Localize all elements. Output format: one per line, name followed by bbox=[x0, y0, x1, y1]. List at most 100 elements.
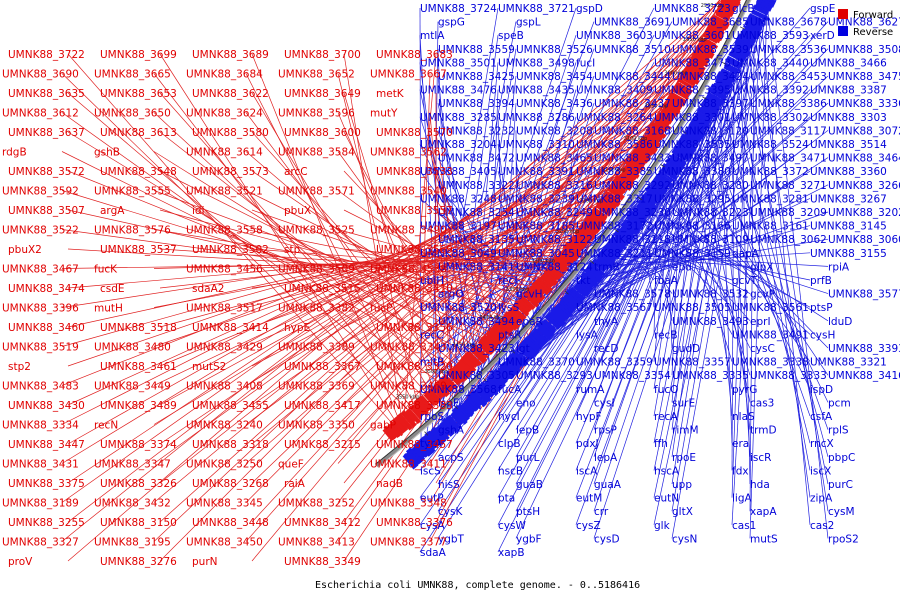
reverse-gene-label: guaA bbox=[594, 479, 622, 491]
reverse-gene-label: cysH bbox=[810, 329, 835, 341]
reverse-feature bbox=[441, 420, 455, 435]
forward-gene-label: UMNK88_3389 bbox=[278, 342, 355, 354]
forward-feature bbox=[710, 16, 729, 28]
tick-mark bbox=[564, 290, 569, 295]
reverse-gene-label: UMNK88_3568 bbox=[420, 384, 497, 396]
forward-feature bbox=[496, 320, 513, 337]
legend-forward-label: Forward bbox=[853, 10, 893, 21]
forward-gene-label: UMNK88_3557 bbox=[376, 205, 453, 217]
forward-gene-label: UMNK88_3189 bbox=[2, 498, 79, 510]
reverse-gene-label: ffh bbox=[654, 438, 668, 450]
reverse-feature bbox=[773, 0, 777, 2]
reverse-gene-label: glcB bbox=[732, 3, 755, 15]
forward-feature bbox=[423, 390, 438, 405]
reverse-feature bbox=[503, 361, 517, 376]
forward-feature bbox=[677, 77, 695, 89]
reverse-gene-label: mutS bbox=[750, 533, 778, 545]
reverse-gene-label: eutN bbox=[654, 493, 679, 505]
label-connector bbox=[343, 168, 624, 367]
reverse-gene-label: fbaA bbox=[654, 275, 679, 287]
reverse-gene-label: pyrG bbox=[732, 384, 757, 396]
reverse-gene-label: UMNK88_3209 bbox=[750, 207, 827, 219]
legend: Forward Reverse bbox=[838, 9, 893, 38]
forward-feature bbox=[733, 0, 741, 3]
reverse-gene-label: UMNK88_3049 bbox=[420, 248, 497, 260]
reverse-gene-label: hscA bbox=[654, 465, 680, 477]
reverse-gene-label: gcvH bbox=[516, 289, 543, 301]
reverse-feature bbox=[543, 318, 557, 332]
reverse-gene-label: prfB bbox=[810, 275, 832, 287]
reverse-gene-label: rpoS2 bbox=[828, 533, 859, 545]
label-connector bbox=[518, 130, 595, 368]
forward-feature bbox=[592, 206, 608, 219]
reverse-gene-label: UMNK88_3280 bbox=[672, 180, 749, 192]
tick-label: 2950 kbp bbox=[683, 37, 707, 43]
forward-gene-label: UMNK88_3652 bbox=[278, 69, 355, 81]
forward-feature bbox=[431, 386, 443, 399]
forward-gene-label: UMNK88_3448 bbox=[192, 517, 269, 529]
reverse-gene-label: eno bbox=[516, 397, 536, 409]
forward-feature bbox=[562, 248, 578, 262]
reverse-gene-label: pdxJ bbox=[576, 438, 599, 450]
forward-gene-label: stp2 bbox=[8, 361, 31, 373]
reverse-feature bbox=[718, 71, 736, 83]
reverse-gene-label: UMNK88_3424 bbox=[672, 71, 749, 83]
label-connector bbox=[671, 116, 713, 430]
reverse-gene-label: trmB bbox=[594, 261, 620, 273]
reverse-gene-label: UMNK88_3493 bbox=[672, 316, 749, 328]
forward-gene-label: UMNK88_3614 bbox=[186, 147, 263, 159]
forward-gene-label: UMNK88_3572 bbox=[8, 166, 85, 178]
forward-feature bbox=[473, 345, 488, 360]
reverse-gene-label: UMNK88_3539 bbox=[672, 44, 749, 56]
reverse-gene-label: ygbF bbox=[516, 533, 542, 545]
forward-feature bbox=[406, 409, 420, 425]
label-connector bbox=[61, 112, 439, 382]
label-connector bbox=[497, 143, 528, 359]
forward-feature bbox=[669, 91, 687, 103]
reverse-feature bbox=[632, 208, 647, 221]
label-connector bbox=[593, 68, 740, 485]
forward-gene-label: UMNK88_3347 bbox=[94, 459, 171, 471]
label-connector bbox=[251, 53, 399, 418]
forward-feature bbox=[494, 322, 508, 336]
forward-feature bbox=[429, 388, 442, 401]
forward-gene-label: UMNK88_3600 bbox=[284, 127, 361, 139]
label-connector bbox=[159, 33, 706, 523]
reverse-gene-label: UMNK88_3559 bbox=[438, 44, 515, 56]
tick-label: 3050 kbp bbox=[645, 104, 669, 110]
reverse-feature bbox=[486, 377, 499, 391]
reverse-feature bbox=[695, 111, 713, 123]
label-connector bbox=[153, 190, 501, 321]
reverse-feature bbox=[724, 61, 742, 73]
reverse-gene-label: UMNK88_3208 bbox=[516, 125, 593, 137]
reverse-gene-label: hisS bbox=[438, 479, 460, 491]
forward-feature bbox=[523, 291, 538, 305]
label-connector bbox=[67, 178, 617, 367]
reverse-feature bbox=[703, 99, 718, 110]
reverse-gene-label: mltB bbox=[420, 357, 444, 369]
reverse-gene-label: UMNK88_3397 bbox=[672, 98, 749, 110]
tick-mark bbox=[739, 26, 745, 30]
reverse-gene-label: UMNK88_3586 bbox=[576, 139, 653, 151]
forward-feature bbox=[408, 405, 423, 420]
label-connector bbox=[159, 209, 515, 306]
tick-label: 3400 kbp bbox=[480, 315, 504, 321]
label-connector bbox=[682, 162, 751, 376]
backbone-arc bbox=[375, 0, 748, 465]
forward-gene-label: UMNK88_3699 bbox=[100, 49, 177, 61]
label-connector bbox=[575, 105, 719, 444]
label-connector bbox=[343, 92, 433, 388]
label-connector bbox=[761, 23, 811, 525]
reverse-gene-label: recB bbox=[654, 329, 678, 341]
reverse-gene-label: upp bbox=[672, 479, 692, 491]
forward-feature bbox=[526, 286, 544, 303]
forward-feature bbox=[628, 156, 645, 169]
reverse-feature bbox=[441, 417, 456, 433]
label-connector bbox=[575, 154, 689, 389]
tick-label: 3300 kbp bbox=[531, 258, 555, 264]
label-connector bbox=[159, 248, 543, 275]
label-connector bbox=[653, 28, 760, 525]
reverse-gene-label: UMNK88_3124 bbox=[516, 261, 593, 273]
forward-gene-label: UMNK88_3396 bbox=[2, 303, 79, 315]
